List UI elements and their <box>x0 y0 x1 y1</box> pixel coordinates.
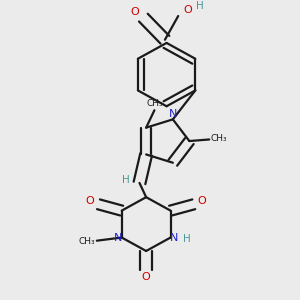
Text: N: N <box>113 232 122 242</box>
Text: N: N <box>170 232 179 242</box>
Text: O: O <box>184 5 193 15</box>
Text: CH₃: CH₃ <box>210 134 227 143</box>
Text: CH₃: CH₃ <box>146 99 163 108</box>
Text: N: N <box>169 109 177 119</box>
Text: H: H <box>196 1 204 11</box>
Text: O: O <box>131 7 140 17</box>
Text: O: O <box>86 196 94 206</box>
Text: O: O <box>142 272 151 282</box>
Text: O: O <box>198 196 206 206</box>
Text: H: H <box>122 175 130 185</box>
Text: H: H <box>183 234 191 244</box>
Text: CH₃: CH₃ <box>79 237 95 246</box>
